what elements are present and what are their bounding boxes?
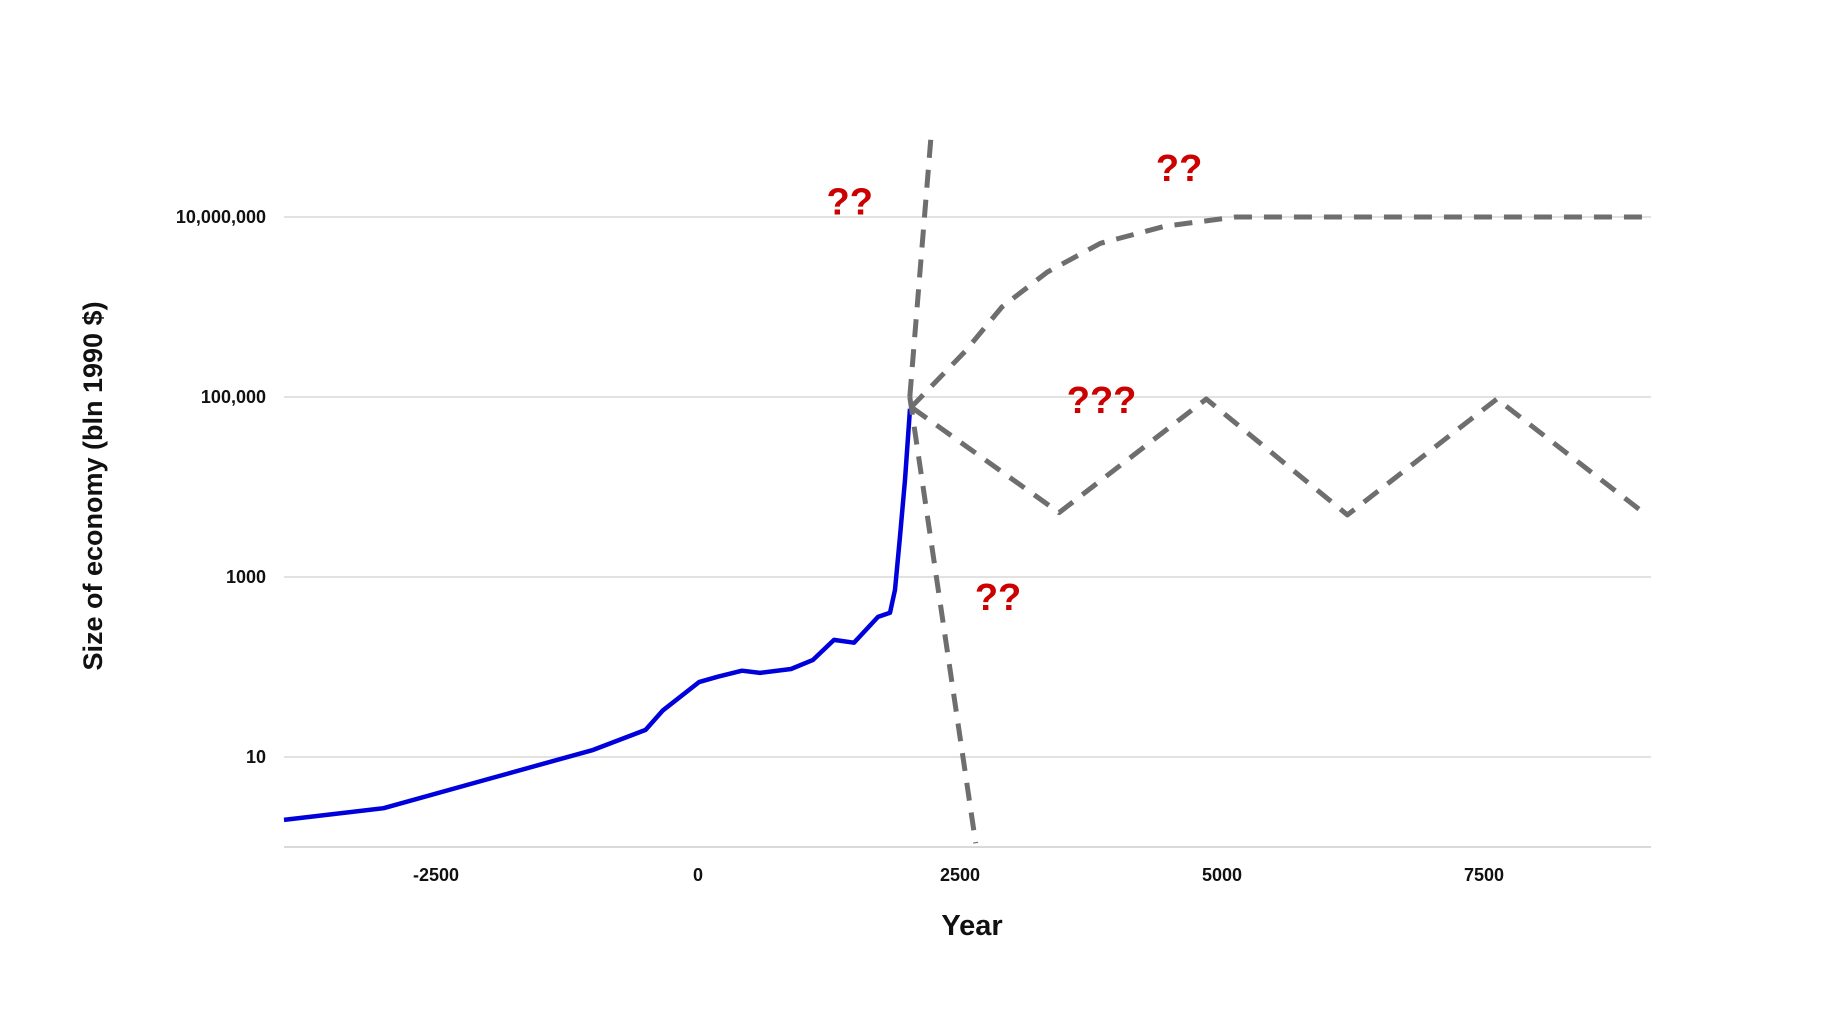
y-tick-label: 10 bbox=[246, 747, 266, 767]
projection-line-3 bbox=[908, 214, 1648, 410]
y-tick-labels: 10 1000 100,000 10,000,000 bbox=[176, 207, 266, 767]
projection-line-1 bbox=[907, 136, 934, 398]
projection-line-4 bbox=[910, 396, 1644, 518]
historical-line bbox=[283, 408, 913, 823]
annotations: ????????? bbox=[827, 148, 1203, 619]
x-tick-label: 7500 bbox=[1464, 865, 1504, 885]
question-annotation: ?? bbox=[827, 181, 873, 223]
question-annotation: ?? bbox=[1156, 148, 1202, 190]
y-tick-label: 10,000,000 bbox=[176, 207, 266, 227]
question-annotation: ??? bbox=[1067, 380, 1137, 422]
x-tick-labels: -2500 0 2500 5000 7500 bbox=[413, 865, 1504, 885]
x-tick-label: 5000 bbox=[1202, 865, 1242, 885]
x-tick-label: 2500 bbox=[940, 865, 980, 885]
x-tick-label: -2500 bbox=[413, 865, 459, 885]
gridlines bbox=[284, 216, 1651, 848]
y-tick-label: 100,000 bbox=[201, 387, 266, 407]
y-axis-label: Size of economy (bln 1990 $) bbox=[78, 301, 108, 670]
question-annotation: ?? bbox=[975, 577, 1021, 619]
y-tick-label: 1000 bbox=[226, 567, 266, 587]
x-tick-label: 0 bbox=[693, 865, 703, 885]
x-axis-label: Year bbox=[941, 910, 1002, 942]
series-lines bbox=[283, 136, 1648, 844]
projection-line-2 bbox=[907, 396, 979, 844]
